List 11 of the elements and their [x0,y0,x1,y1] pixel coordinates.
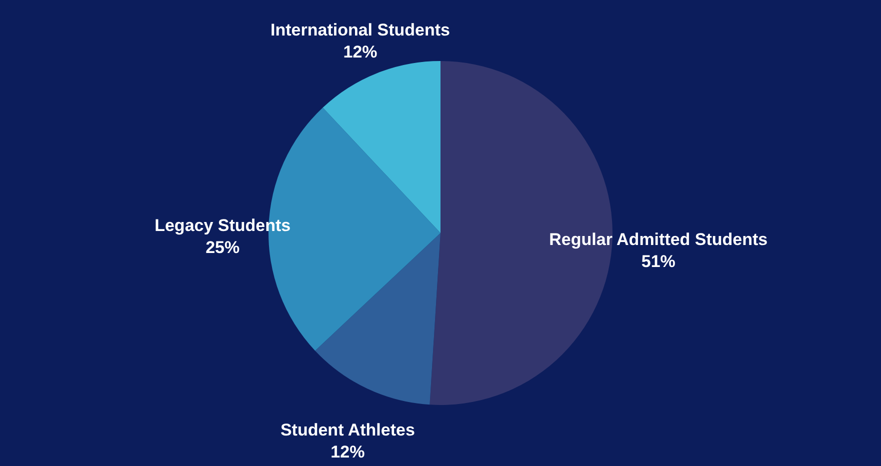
slice-label: Legacy Students [154,216,291,236]
slice-label: Regular Admitted Students [549,230,768,249]
data-label: 12% [330,442,365,462]
pie-slice [322,61,440,233]
data-label: 51% [641,252,676,271]
slice-label: Student Athletes [280,420,415,440]
data-label: 25% [206,238,240,258]
pie-slice [430,61,612,405]
pie-slice [315,233,440,405]
slice-label: International Students [270,20,450,40]
data-label: 12% [343,42,378,62]
